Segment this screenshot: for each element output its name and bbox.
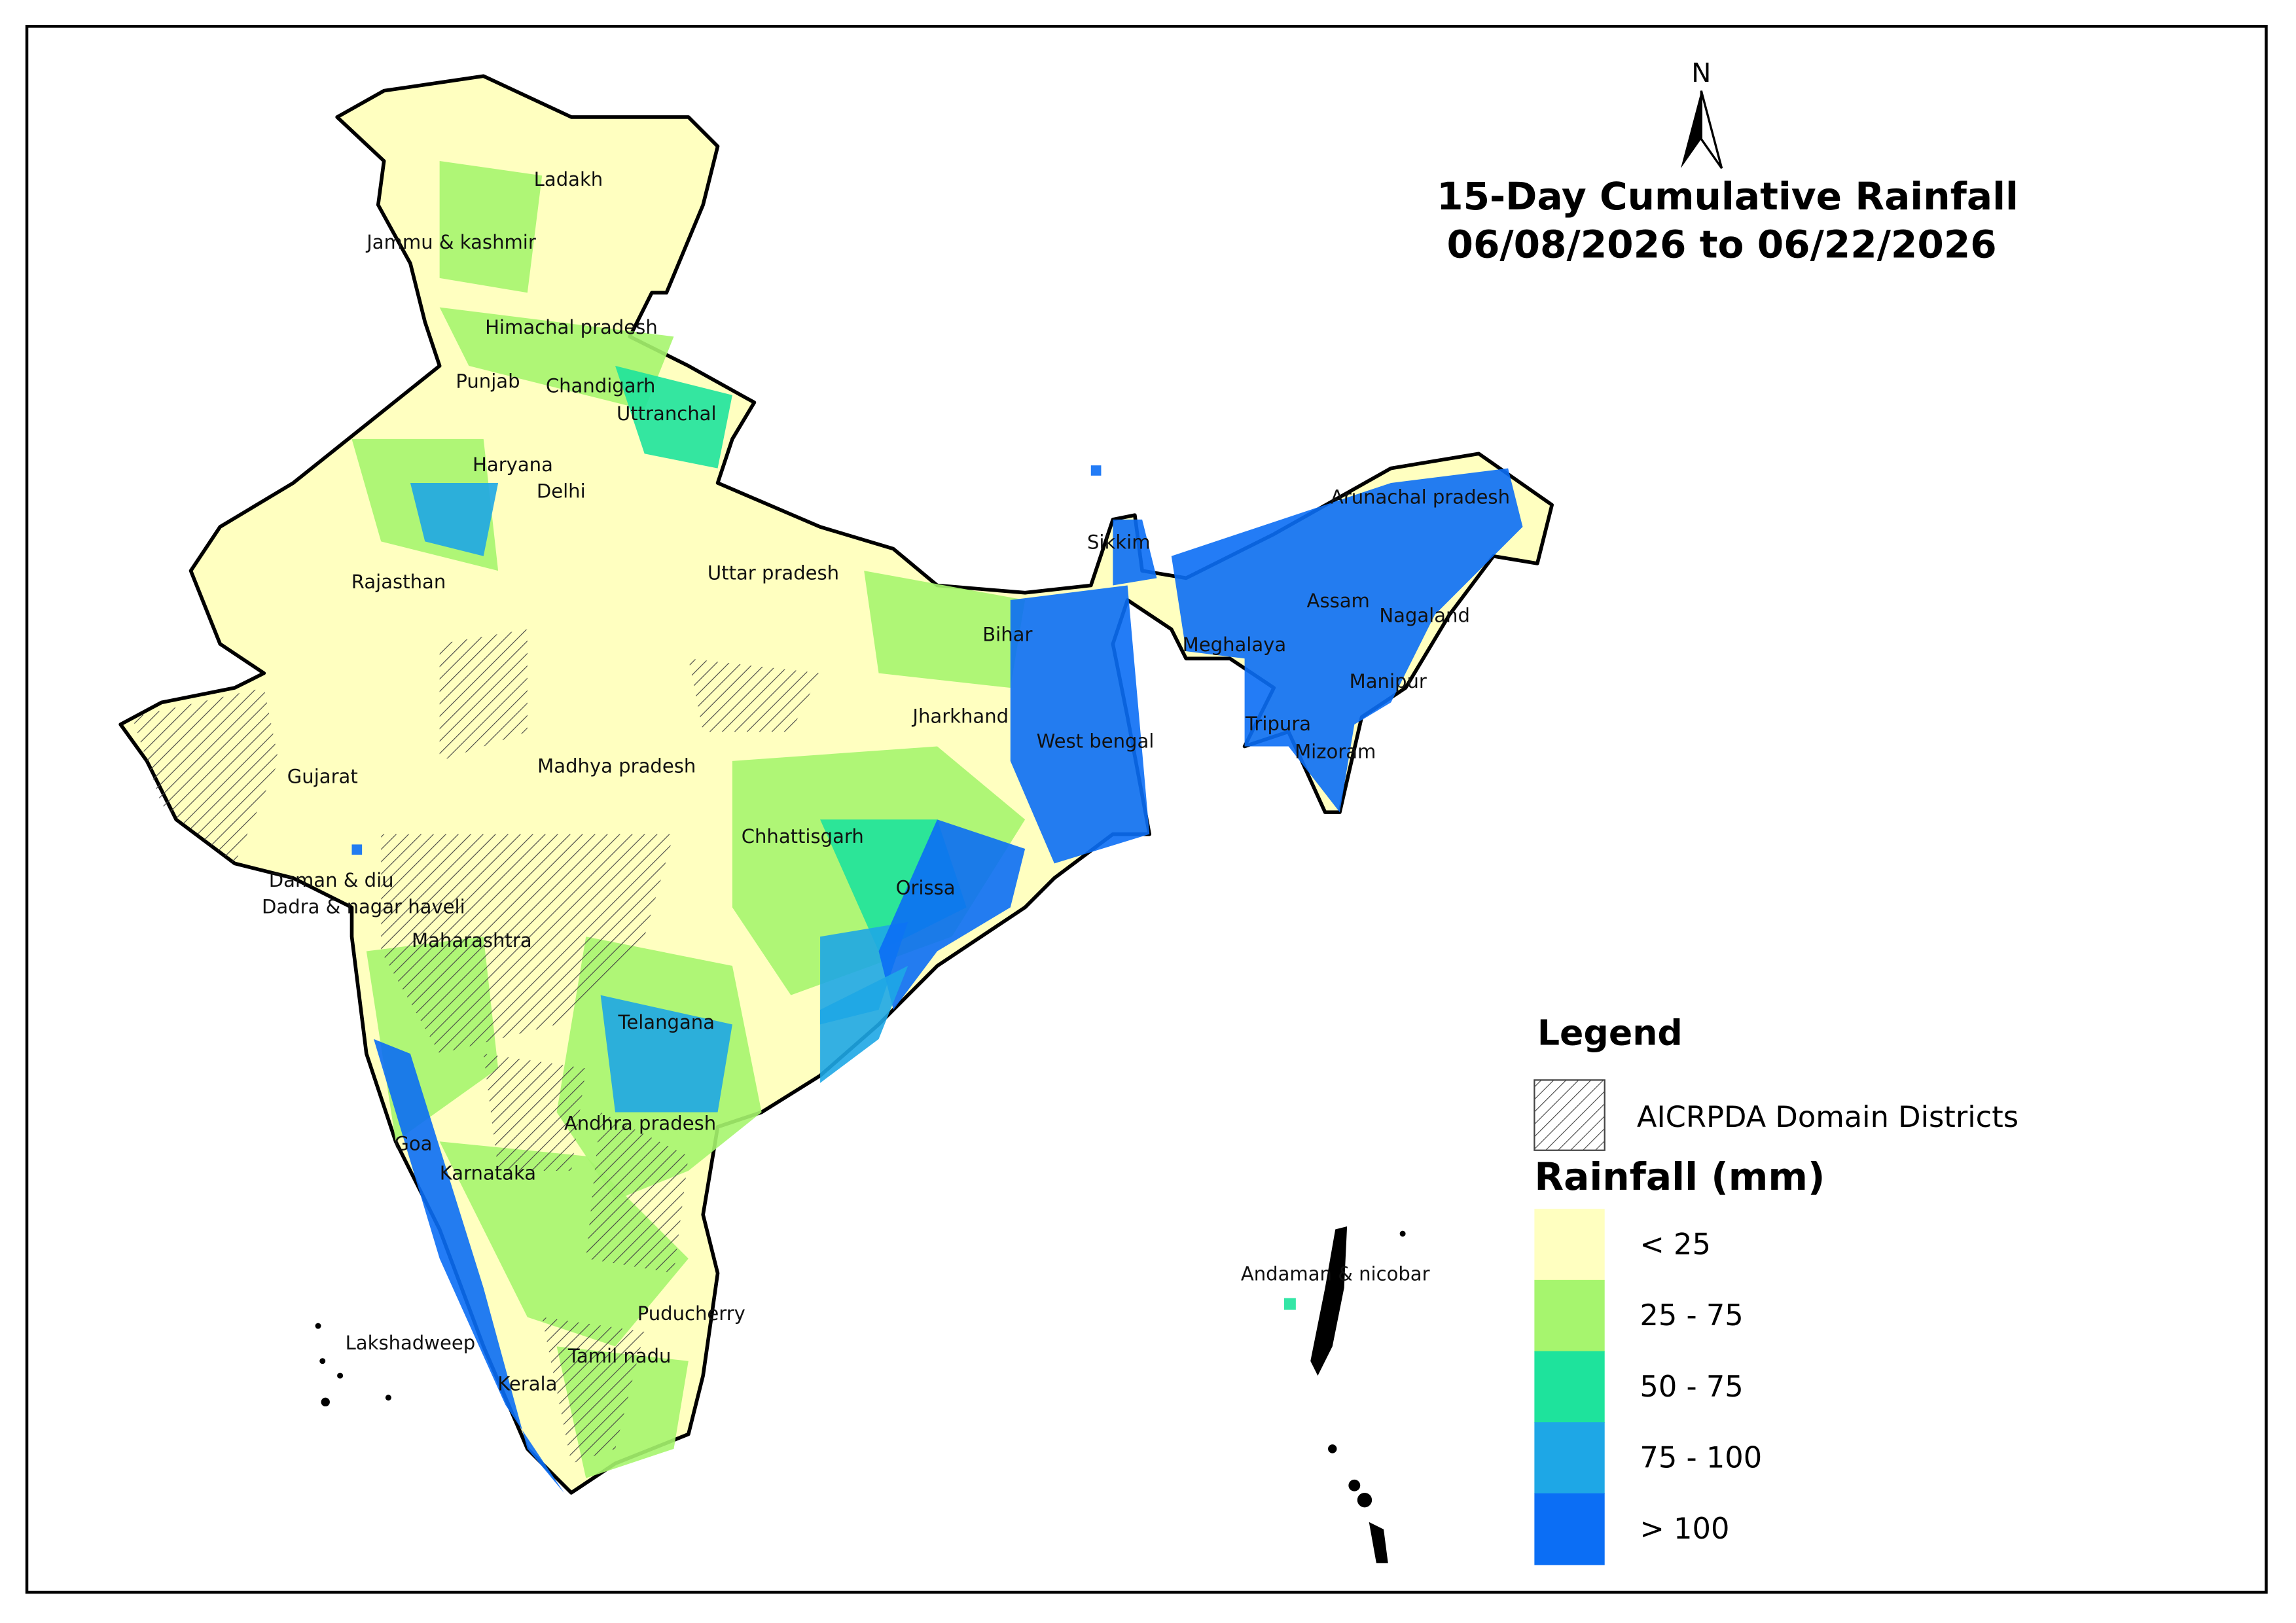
region-label: Ladakh [534,168,603,190]
rainfall-patch [820,965,908,1083]
legend-class-label: 75 - 100 [1640,1440,1762,1475]
region-label: Daman & diu [269,869,394,891]
region-labels: Ladakh Jammu & kashmir Himachal pradesh Pun… [262,168,1510,1395]
map-title: 15-Day Cumulative Rainfall [1437,174,2018,219]
north-arrow: N [1680,58,1723,169]
region-label: Uttranchal [617,402,717,425]
region-label: Delhi [537,480,586,502]
region-label: Madhya pradesh [537,755,696,777]
legend-class-label: 25 - 75 [1640,1298,1743,1332]
rainfall-patch [1010,585,1150,864]
legend-swatch [1534,1422,1605,1494]
legend-swatch [1534,1493,1605,1565]
legend-swatch [1534,1209,1605,1281]
region-label: Andhra pradesh [564,1112,716,1134]
rainfall-title: Rainfall (mm) [1534,1154,1825,1199]
rainfall-patch [615,366,732,469]
rainfall-patch [374,1039,564,1493]
region-label: Arunachal pradesh [1331,486,1510,508]
rainfall-patch [878,819,1026,1010]
region-label: Punjab [456,370,520,393]
legend-class-label: 50 - 75 [1640,1369,1743,1404]
legend-swatch [1534,1279,1605,1352]
region-label: Rajasthan [351,571,446,593]
region-label: Orissa [896,876,956,899]
region-label: Jammu & kashmir [365,231,536,253]
region-label: Haryana [473,454,553,476]
region-label: Nagaland [1379,604,1470,626]
legend-class-label: > 100 [1640,1511,1729,1546]
rainfall-patch [1113,519,1157,586]
north-label: N [1691,58,1711,88]
region-label: Jharkhand [911,705,1009,728]
rainfall-patch [439,1141,689,1347]
rainfall-patch [439,160,543,293]
region-label: Andaman & nicobar [1241,1263,1430,1285]
rainfall-patch [439,307,674,410]
region-label: Bihar [982,623,1032,645]
region-label: Mizoram [1295,740,1376,762]
legend-class-label: < 25 [1640,1226,1711,1261]
rainfall-patch [1171,468,1523,813]
rainfall-patch [1283,1298,1296,1310]
region-label: Meghalaya [1183,633,1287,656]
region-label: Tamil nadu [567,1345,672,1367]
rainfall-patch [351,844,363,855]
rainfall-patch [600,995,732,1113]
region-label: Lakshadweep [346,1332,476,1354]
region-label: Dadra & nagar haveli [262,895,465,918]
region-label: Manipur [1350,670,1427,692]
region-label: Gujarat [287,765,358,787]
region-label: Kerala [497,1372,557,1395]
region-label: Goa [394,1133,432,1155]
hatched-districts [132,629,821,1464]
region-label: Chhattisgarh [742,825,864,847]
region-label: Sikkim [1087,531,1151,554]
legend-swatch [1534,1351,1605,1423]
region-label: Karnataka [440,1162,536,1184]
rainfall-patch [864,571,1026,688]
legend-classes: < 25 25 - 75 50 - 75 75 - 100 > 100 [1534,1209,1762,1565]
legend-title: Legend [1537,1012,1683,1054]
region-label: West bengal [1037,730,1155,753]
andaman-islands [315,1226,1406,1563]
region-label: Telangana [618,1011,715,1033]
region-label: Tripura [1245,713,1311,735]
rainfall-patch [1090,465,1102,476]
region-label: Himachal pradesh [485,316,658,338]
map-subtitle: 06/08/2026 to 06/22/2026 [1447,223,1997,267]
region-label: Chandigarh [546,374,656,397]
hatch-swatch [1534,1079,1605,1151]
rainfall-patches [351,160,1523,1493]
hatch-label: AICRPDA Domain Districts [1637,1099,2018,1134]
region-label: Assam [1307,590,1370,612]
region-label: Uttar pradesh [708,562,839,584]
region-label: Puducherry [637,1302,745,1325]
rainfall-patch [410,482,499,556]
region-label: Maharashtra [412,929,532,952]
